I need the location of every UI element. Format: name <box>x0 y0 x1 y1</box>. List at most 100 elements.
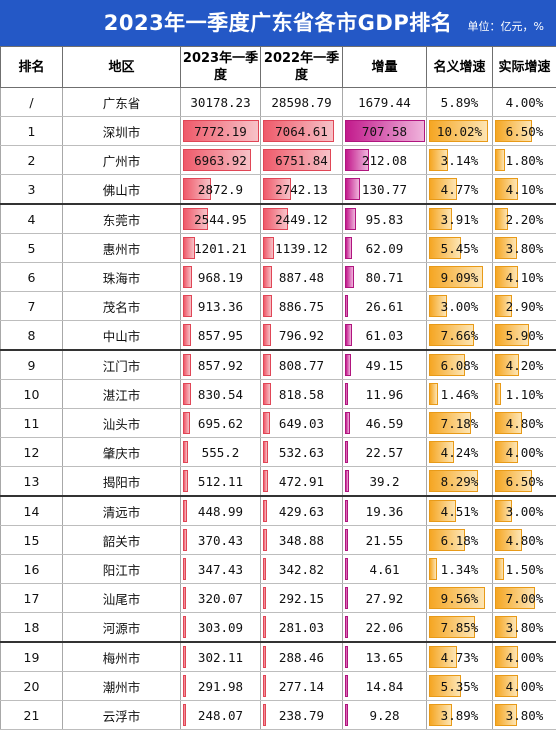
gdp2023-value: 248.07 <box>198 708 243 723</box>
rank-value: 21 <box>24 708 40 723</box>
cell-region: 茂名市 <box>63 292 181 321</box>
cell-gdp2022: 292.15 <box>261 584 343 613</box>
cell-real: 4.10% <box>493 263 556 292</box>
cell-gdp2023: 512.11 <box>181 467 261 497</box>
cell-rank: 12 <box>1 438 63 467</box>
cell-rank: 1 <box>1 117 63 146</box>
cell-rank: 17 <box>1 584 63 613</box>
region-value: 云浮市 <box>103 706 141 725</box>
increase-value: 19.36 <box>366 504 404 519</box>
cell-gdp2023: 248.07 <box>181 701 261 730</box>
header-nominal-growth: 名义增速 <box>427 47 493 88</box>
region-value: 河源市 <box>103 618 141 637</box>
cell-gdp2022: 277.14 <box>261 672 343 701</box>
cell-gdp2023: 370.43 <box>181 526 261 555</box>
gdp2023-value: 370.43 <box>198 533 243 548</box>
cell-nominal: 6.18% <box>427 526 493 555</box>
cell-rank: 6 <box>1 263 63 292</box>
cell-region: 云浮市 <box>63 701 181 730</box>
region-value: 汕尾市 <box>103 589 141 608</box>
title-bar: 2023年一季度广东省各市GDP排名 单位：亿元，% <box>0 0 556 46</box>
cell-nominal: 7.66% <box>427 321 493 351</box>
region-value: 阳江市 <box>103 560 141 579</box>
gdp2023-value: 1201.21 <box>194 241 247 256</box>
cell-gdp2023: 2544.95 <box>181 204 261 234</box>
cell-gdp2022: 288.46 <box>261 642 343 672</box>
cell-real: 6.50% <box>493 467 556 497</box>
cell-nominal: 1.34% <box>427 555 493 584</box>
rank-value: 16 <box>24 562 40 577</box>
real-value: 4.10% <box>506 270 544 285</box>
cell-increase: 130.77 <box>343 175 427 205</box>
rank-value: 18 <box>24 620 40 635</box>
rank-value: 4 <box>28 212 36 227</box>
gdp2022-value: 808.77 <box>279 358 324 373</box>
increase-value: 212.08 <box>362 153 407 168</box>
cell-real: 3.80% <box>493 701 556 730</box>
gdp2022-value: 7064.61 <box>275 124 328 139</box>
cell-gdp2023: 968.19 <box>181 263 261 292</box>
header-row: 排名 地区 2023年一季度 2022年一季度 增量 名义增速 实际增速 <box>1 47 556 88</box>
gdp2023-value: 7772.19 <box>194 124 247 139</box>
cell-region: 河源市 <box>63 613 181 643</box>
region-value: 汕头市 <box>103 414 141 433</box>
cell-rank: 13 <box>1 467 63 497</box>
gdp2022-value: 6751.84 <box>275 153 328 168</box>
real-value: 2.20% <box>506 212 544 227</box>
region-value: 茂名市 <box>103 297 141 316</box>
region-value: 珠海市 <box>103 268 141 287</box>
increase-value: 39.2 <box>369 474 399 489</box>
cell-rank: 20 <box>1 672 63 701</box>
cell-region: 汕尾市 <box>63 584 181 613</box>
increase-value: 62.09 <box>366 241 404 256</box>
cell-increase: 22.06 <box>343 613 427 643</box>
cell-region: 湛江市 <box>63 380 181 409</box>
cell-region: 梅州市 <box>63 642 181 672</box>
nominal-value: 7.85% <box>441 620 479 635</box>
gdp2022-value: 281.03 <box>279 620 324 635</box>
header-rank: 排名 <box>1 47 63 88</box>
cell-gdp2022: 887.48 <box>261 263 343 292</box>
cell-real: 3.00% <box>493 496 556 526</box>
cell-rank: 15 <box>1 526 63 555</box>
nominal-value: 10.02% <box>437 124 482 139</box>
cell-rank: 7 <box>1 292 63 321</box>
cell-region: 广州市 <box>63 146 181 175</box>
gdp2022-value: 429.63 <box>279 504 324 519</box>
cell-gdp2023: 913.36 <box>181 292 261 321</box>
gdp2023-value: 512.11 <box>198 474 243 489</box>
cell-real: 1.50% <box>493 555 556 584</box>
cell-increase: 49.15 <box>343 350 427 380</box>
cell-gdp2022: 28598.79 <box>261 88 343 117</box>
cell-nominal: 5.89% <box>427 88 493 117</box>
cell-rank: 4 <box>1 204 63 234</box>
nominal-value: 8.29% <box>441 474 479 489</box>
cell-real: 3.80% <box>493 613 556 643</box>
cell-nominal: 10.02% <box>427 117 493 146</box>
cell-gdp2023: 320.07 <box>181 584 261 613</box>
cell-rank: 2 <box>1 146 63 175</box>
header-gdp-2023: 2023年一季度 <box>181 47 261 88</box>
cell-rank: 18 <box>1 613 63 643</box>
nominal-value: 4.24% <box>441 445 479 460</box>
increase-value: 13.65 <box>366 650 404 665</box>
cell-real: 3.80% <box>493 234 556 263</box>
real-value: 4.10% <box>506 182 544 197</box>
cell-real: 4.00% <box>493 642 556 672</box>
header-region: 地区 <box>63 47 181 88</box>
cell-rank: 14 <box>1 496 63 526</box>
nominal-value: 3.89% <box>441 708 479 723</box>
gdp2022-value: 532.63 <box>279 445 324 460</box>
cell-real: 1.10% <box>493 380 556 409</box>
gdp2022-value: 887.48 <box>279 270 324 285</box>
rank-value: 9 <box>28 358 36 373</box>
cell-increase: 26.61 <box>343 292 427 321</box>
cell-gdp2022: 649.03 <box>261 409 343 438</box>
unit-label: 单位：亿元，% <box>468 18 544 34</box>
gdp2022-value: 292.15 <box>279 591 324 606</box>
